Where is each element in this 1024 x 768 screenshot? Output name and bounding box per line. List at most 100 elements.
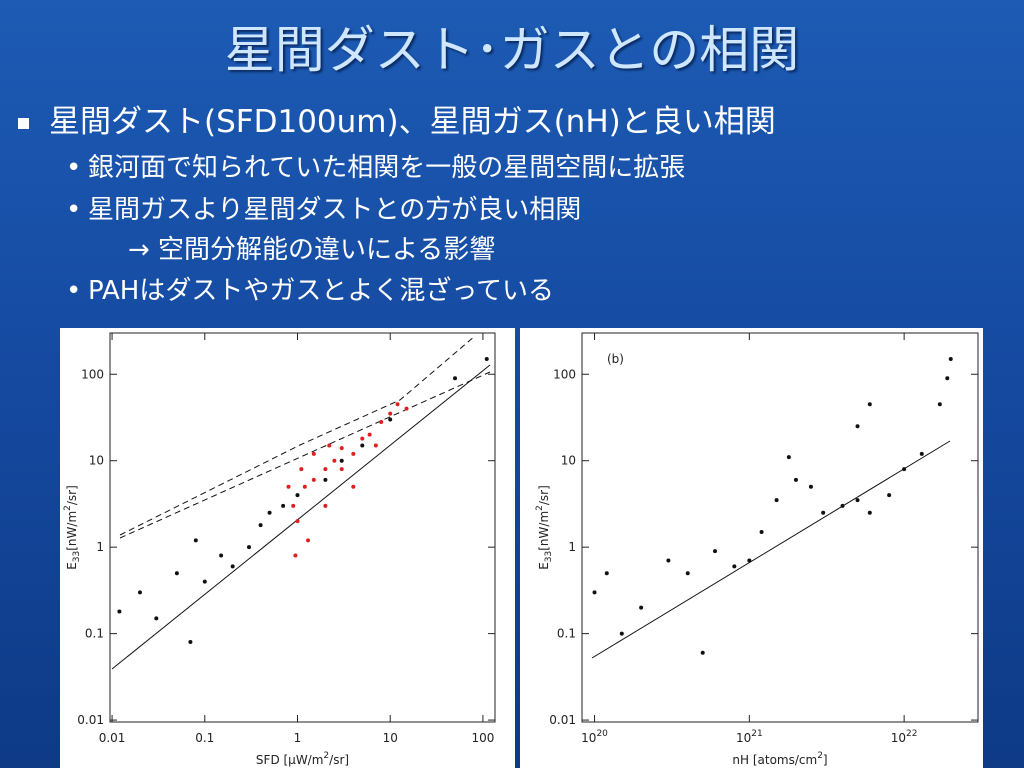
slide-title: 星間ダスト･ガスとの相関 xyxy=(224,21,800,79)
data-point xyxy=(327,443,332,448)
data-point xyxy=(902,467,907,472)
data-point xyxy=(311,451,316,456)
sub-bullet-text: 星間ガスより星間ダストとの方が良い相関 xyxy=(88,195,582,225)
data-point xyxy=(604,571,609,576)
label-part: /sr] xyxy=(65,485,79,505)
y-tick-label: 1 xyxy=(568,540,576,554)
data-point xyxy=(339,458,344,463)
data-point xyxy=(867,510,872,515)
data-point xyxy=(948,357,953,362)
data-point xyxy=(323,467,328,472)
label-part: [nW/m xyxy=(65,511,79,551)
x-tick-label: 100 xyxy=(471,731,494,745)
label-sup: 2 xyxy=(817,751,823,761)
fit-line xyxy=(591,440,951,659)
label-part: ] xyxy=(823,753,828,767)
panel-label: (b) xyxy=(607,352,624,366)
data-point xyxy=(154,616,159,621)
data-point xyxy=(137,590,142,595)
data-point xyxy=(311,477,316,482)
data-point xyxy=(700,650,705,655)
bullet: 星間ダスト(SFD100um)、星間ガス(nH)と良い相関 xyxy=(18,96,776,141)
x-tick-label: 1021 xyxy=(736,729,763,745)
y-tick-label: 100 xyxy=(553,367,576,381)
x-tick-label: 1 xyxy=(294,731,302,745)
data-point xyxy=(395,402,400,407)
plot-frame xyxy=(581,332,979,723)
data-point xyxy=(732,564,737,569)
data-point xyxy=(219,553,224,558)
label-part: nH [atoms/cm xyxy=(732,753,817,767)
data-point xyxy=(373,443,378,448)
data-point xyxy=(855,424,860,429)
sub-bullet-text: → 空間分解能の違いによる影響 xyxy=(128,235,496,265)
tick-exponent: 21 xyxy=(751,729,762,739)
data-point xyxy=(247,545,252,550)
data-point xyxy=(367,432,372,437)
sub-bullet-text: 銀河面で知られていた相関を一般の星間空間に拡張 xyxy=(88,153,686,183)
data-point xyxy=(193,538,198,543)
figure-panel xyxy=(520,328,983,768)
data-point xyxy=(919,451,924,456)
data-point xyxy=(937,402,942,407)
tick-exponent: 20 xyxy=(596,729,608,739)
data-point xyxy=(786,455,791,460)
data-point xyxy=(117,609,122,614)
data-point xyxy=(592,590,597,595)
data-point xyxy=(945,376,950,381)
label-sup: 2 xyxy=(535,505,545,511)
sub-bullet-text: PAHはダストやガスとよく混ざっている xyxy=(88,276,555,306)
data-point xyxy=(685,571,690,576)
data-point xyxy=(299,467,304,472)
data-point xyxy=(793,477,798,482)
data-point xyxy=(840,503,845,508)
x-tick-label: 1022 xyxy=(891,729,918,745)
label-part: E xyxy=(537,562,551,570)
plot-frame xyxy=(109,332,496,723)
data-point xyxy=(453,376,458,381)
data-point xyxy=(388,411,393,416)
data-point xyxy=(360,436,365,441)
y-tick-label: 1 xyxy=(96,540,104,554)
data-point xyxy=(404,406,409,411)
data-point xyxy=(666,558,671,563)
data-point xyxy=(808,484,813,489)
tick-exponent: 22 xyxy=(906,729,917,739)
data-point xyxy=(202,579,207,584)
y-tick-label: 10 xyxy=(561,454,576,468)
data-point xyxy=(323,503,328,508)
fit-line xyxy=(119,371,491,539)
sub-bullet: → 空間分解能の違いによる影響 xyxy=(128,229,495,266)
y-tick-label: 10 xyxy=(89,454,104,468)
data-point xyxy=(295,493,300,498)
data-point xyxy=(821,510,826,515)
label-part: /sr] xyxy=(329,753,349,767)
data-point xyxy=(293,553,298,558)
data-point xyxy=(295,519,300,524)
data-point xyxy=(360,443,365,448)
data-point xyxy=(867,402,872,407)
label-sup: 2 xyxy=(323,751,329,761)
tick-base: 10 xyxy=(891,731,906,745)
y-axis-label: E33[nW/m2/sr] xyxy=(63,485,82,570)
x-tick-label: 1020 xyxy=(581,729,608,745)
data-point xyxy=(258,523,263,528)
data-point xyxy=(774,498,779,503)
data-point xyxy=(484,357,489,362)
data-point xyxy=(174,571,179,576)
data-point xyxy=(639,605,644,610)
data-point xyxy=(323,477,328,482)
data-point xyxy=(302,484,307,489)
label-sub: 33 xyxy=(544,551,554,562)
y-tick-label: 100 xyxy=(81,367,104,381)
label-part: E xyxy=(65,562,79,570)
data-point xyxy=(339,467,344,472)
y-tick-label: 0.01 xyxy=(549,713,576,727)
y-tick-label: 0.01 xyxy=(77,713,104,727)
x-tick-label: 0.01 xyxy=(99,731,126,745)
data-point xyxy=(267,510,272,515)
data-point xyxy=(379,420,384,425)
fit-line xyxy=(111,364,491,670)
data-point xyxy=(286,484,291,489)
